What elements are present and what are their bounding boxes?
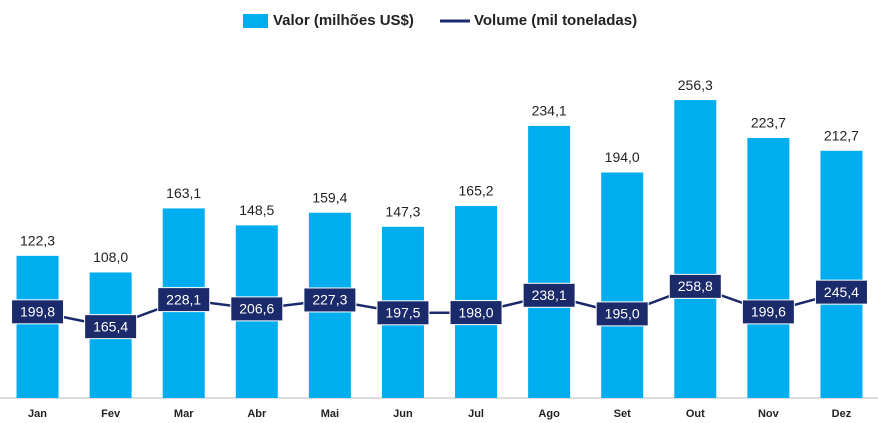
bar-value-label: 147,3	[385, 203, 420, 219]
line-value-label: 195,0	[605, 306, 640, 322]
x-tick-label: Dez	[832, 408, 852, 420]
x-tick-label: Nov	[758, 408, 780, 420]
line-label-box	[11, 299, 65, 325]
bar	[747, 137, 790, 399]
bar-value-label: 194,0	[605, 149, 640, 165]
x-tick-label: Jun	[393, 408, 413, 420]
line-label-box	[814, 279, 868, 305]
bar-value-label: 148,5	[239, 202, 274, 218]
line-value-label: 198,0	[459, 304, 494, 320]
x-tick-label: Mar	[174, 408, 194, 420]
bar-value-label: 223,7	[751, 115, 786, 131]
line-value-label: 165,4	[93, 318, 128, 334]
bar	[601, 172, 644, 398]
legend-label: Valor (milhões US$)	[273, 12, 414, 29]
x-tick-label: Abr	[247, 408, 267, 420]
x-tick-label: Out	[686, 408, 705, 420]
x-tick-label: Mai	[321, 408, 339, 420]
line-value-label: 228,1	[166, 291, 201, 307]
legend-swatch-bar	[243, 14, 268, 28]
bar-value-label: 122,3	[20, 233, 55, 249]
line-label-box	[449, 300, 503, 326]
line-value-label: 206,6	[239, 301, 274, 317]
line-label-box	[157, 287, 211, 313]
bar	[528, 125, 571, 398]
bar-value-label: 234,1	[532, 103, 567, 119]
line-label-box	[230, 296, 284, 322]
line-value-label: 199,8	[20, 304, 55, 320]
bar	[820, 150, 863, 398]
bar	[674, 100, 717, 398]
line-value-label: 258,8	[678, 278, 713, 294]
bar-value-label: 159,4	[312, 189, 347, 205]
bar-value-label: 256,3	[678, 77, 713, 93]
bar-value-label: 212,7	[824, 127, 859, 143]
x-tick-label: Jan	[28, 408, 47, 420]
line-value-label: 199,6	[751, 304, 786, 320]
bar-value-label: 165,2	[459, 183, 494, 199]
line-label-box	[595, 301, 649, 327]
bar	[16, 255, 59, 398]
line-label-box	[522, 282, 576, 308]
line-value-label: 238,1	[532, 287, 567, 303]
x-tick-label: Fev	[101, 408, 121, 420]
bar-value-label: 108,0	[93, 249, 128, 265]
line-label-box	[84, 314, 138, 340]
line-label-box	[376, 300, 430, 326]
line-value-label: 197,5	[385, 305, 420, 321]
line-label-box	[741, 299, 795, 325]
line-label-box	[303, 287, 357, 313]
x-tick-label: Jul	[468, 408, 484, 420]
line-value-label: 227,3	[312, 292, 347, 308]
x-tick-label: Set	[614, 408, 631, 420]
bar-value-label: 163,1	[166, 185, 201, 201]
line-value-label: 245,4	[824, 284, 859, 300]
x-tick-label: Ago	[538, 408, 560, 420]
line-label-box	[668, 273, 722, 299]
legend-label: Volume (mil toneladas)	[474, 12, 637, 29]
